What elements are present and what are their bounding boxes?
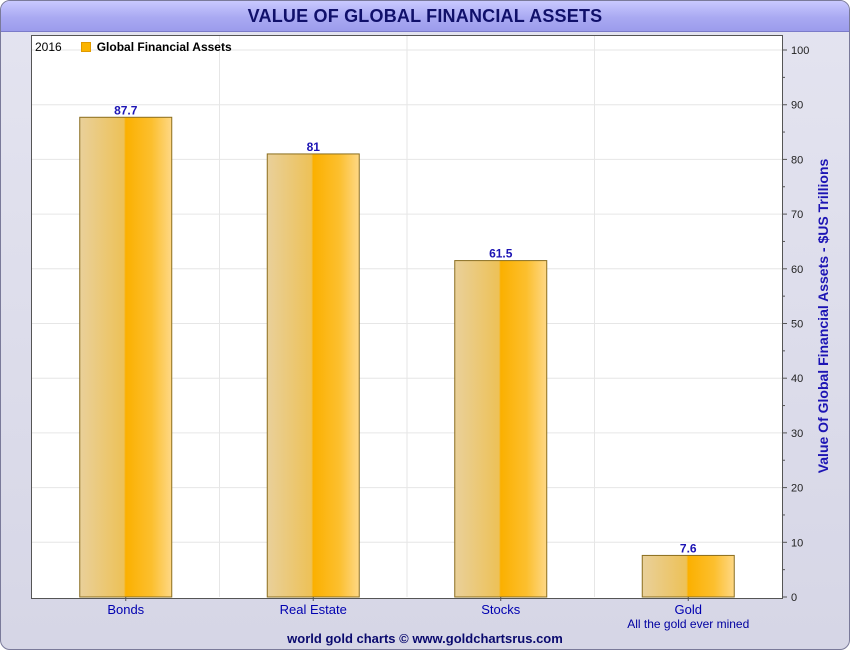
legend: 2016 Global Financial Assets: [35, 39, 232, 55]
legend-year: 2016: [35, 40, 62, 54]
y-tick-label: 40: [791, 373, 803, 385]
value-label: 61.5: [489, 247, 513, 261]
y-tick-label: 10: [791, 537, 803, 549]
x-category-label: Gold: [675, 602, 702, 617]
title-bar: VALUE OF GLOBAL FINANCIAL ASSETS: [1, 1, 849, 32]
y-tick-label: 20: [791, 483, 803, 495]
value-label: 7.6: [680, 541, 697, 555]
legend-swatch: [80, 42, 91, 52]
bar-gold: [641, 554, 735, 598]
x-category-label: Stocks: [481, 602, 521, 617]
chart-title: VALUE OF GLOBAL FINANCIAL ASSETS: [247, 6, 603, 26]
bar-stocks: [454, 260, 548, 598]
value-labels: 87.7 81 61.5 7.6: [114, 103, 697, 555]
x-category-sublabel: All the gold ever mined: [627, 617, 749, 631]
y-tick-label: 70: [791, 209, 803, 221]
y-tick-label: 80: [791, 154, 803, 166]
y-tick-label: 0: [791, 592, 797, 604]
y-axis-title: Value Of Global Financial Assets - $US T…: [815, 158, 831, 474]
value-label: 81: [307, 140, 321, 154]
y-tick-label: 60: [791, 264, 803, 276]
x-category-label: Real Estate: [280, 602, 347, 617]
x-category-label: Bonds: [107, 602, 144, 617]
y-tick-label: 90: [791, 100, 803, 112]
legend-series-label: Global Financial Assets: [96, 40, 232, 54]
y-tick-label: 100: [791, 45, 809, 57]
bar-bonds: [79, 116, 173, 598]
value-label: 87.7: [114, 103, 138, 117]
y-axis-ticks: 0 10 20 30 40 50 60 70 80 90 100: [125, 45, 809, 604]
bar-real-estate: [266, 153, 360, 598]
footer-credit: world gold charts © www.goldchartsrus.co…: [287, 631, 563, 646]
y-tick-label: 30: [791, 428, 803, 440]
y-tick-label: 50: [791, 319, 803, 331]
bars: [79, 116, 735, 598]
